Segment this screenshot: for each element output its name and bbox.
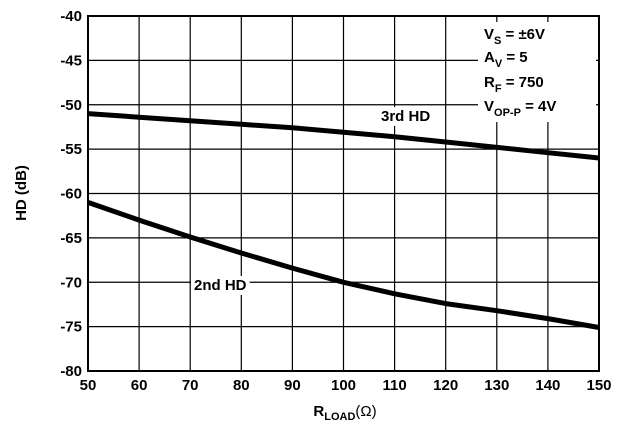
x-tick-labels: 50 60 70 80 90 100 110 120 130 140 150 (80, 377, 612, 394)
condition-av: AV = 5 (484, 49, 528, 70)
x-tick-label: 150 (586, 377, 611, 394)
series-line-2nd-hd (87, 200, 600, 330)
x-tick-label: 110 (382, 377, 406, 394)
y-axis-label: HD (dB) (13, 165, 30, 221)
y-tick-label: -70 (60, 274, 82, 291)
plot-frame (87, 15, 600, 372)
y-tick-label: -50 (60, 97, 82, 114)
x-tick-label: 80 (233, 377, 250, 394)
x-axis-label: RLOAD(Ω) (313, 403, 376, 423)
condition-rf: RF = 750 (484, 74, 544, 95)
x-tick-label: 60 (131, 377, 148, 394)
y-tick-label: -45 (60, 52, 82, 69)
y-tick-label: -55 (60, 141, 82, 158)
conditions-box-bg (478, 22, 596, 122)
condition-vop: VOP-P = 4V (484, 98, 556, 119)
x-tick-label: 90 (284, 377, 301, 394)
label-2nd-hd-bg (191, 276, 250, 295)
x-tick-label: 140 (535, 377, 560, 394)
x-tick-label: 130 (484, 377, 509, 394)
label-2nd-hd: 2nd HD (194, 277, 247, 294)
label-3rd-hd: 3rd HD (381, 108, 430, 125)
series-lines (87, 111, 600, 330)
series-line-3rd-hd (87, 111, 600, 161)
y-tick-label: -75 (60, 319, 82, 336)
condition-vs: VS = ±6V (484, 26, 545, 47)
y-tick-label: -60 (60, 186, 82, 203)
y-tick-label: -65 (60, 230, 82, 247)
x-tick-label: 50 (80, 377, 97, 394)
x-tick-label: 100 (331, 377, 356, 394)
x-tick-label: 120 (433, 377, 458, 394)
x-tick-label: 70 (182, 377, 199, 394)
y-tick-labels: -40 -45 -50 -55 -60 -65 -70 -75 -80 (60, 8, 82, 380)
y-tick-label: -40 (60, 8, 82, 25)
y-tick-label: -80 (60, 363, 82, 380)
label-3rd-hd-bg (378, 107, 434, 126)
